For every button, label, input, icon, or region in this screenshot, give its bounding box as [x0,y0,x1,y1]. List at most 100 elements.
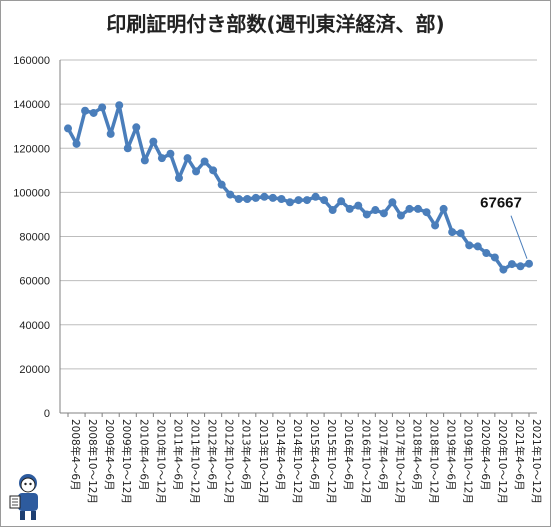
data-point [473,242,482,251]
data-point [448,228,457,237]
x-tick-label: 2010年10〜12月 [154,419,167,504]
data-point [456,229,465,238]
y-tick-label: 120000 [13,143,50,155]
x-tick-label: 2009年4〜6月 [103,419,116,491]
data-point [277,194,286,203]
x-tick-label: 2011年10〜12月 [189,419,202,504]
x-tick-label: 2013年10〜12月 [257,419,270,504]
annotation: 67667 [480,195,528,259]
data-point [98,103,107,112]
data-point [217,180,226,189]
x-tick-label: 2021年4〜6月 [513,419,526,491]
y-axis-ticks: 0 20000 40000 60000 80000 100000 120000 140000 1… [13,55,50,420]
data-point [132,123,141,132]
x-tick-label: 2015年4〜6月 [308,419,321,491]
data-point [422,208,431,217]
data-point [439,204,448,213]
data-point [431,221,440,230]
x-tick-label: 2016年4〜6月 [342,419,355,491]
annotation-label: 67667 [480,195,522,212]
data-point [243,194,252,203]
y-tick-label: 20000 [19,364,50,376]
data-point [174,174,183,183]
data-point [251,193,260,202]
data-point [106,129,115,138]
x-tick-label: 2012年10〜12月 [223,419,236,504]
x-tick-label: 2017年4〜6月 [376,419,389,491]
x-tick-label: 2016年10〜12月 [359,419,372,504]
data-point [192,167,201,176]
x-tick-label: 2011年4〜6月 [171,419,184,491]
x-tick-label: 2015年10〜12月 [325,419,338,504]
y-tick-label: 40000 [19,320,50,332]
data-point [226,190,235,199]
y-tick-label: 60000 [19,276,50,288]
x-tick-label: 2020年10〜12月 [496,419,509,504]
data-point [166,149,175,158]
data-point [294,196,303,205]
x-tick-label: 2014年10〜12月 [291,419,304,504]
data-point [149,137,158,146]
data-point [396,211,405,220]
x-tick-label: 2009年10〜12月 [120,419,133,504]
x-tick-label: 2017年10〜12月 [393,419,406,504]
data-point [140,156,149,165]
data-point [337,197,346,206]
data-point [371,206,380,215]
data-point [81,106,90,115]
annotation-leader [510,215,528,259]
data-point [64,124,72,133]
x-tick-label: 2008年4〜6月 [69,419,82,491]
chart-title: 印刷証明付き部数(週刊東洋経済、部) [106,12,445,36]
x-tick-label: 2010年4〜6月 [137,419,150,491]
x-tick-label: 2018年4〜6月 [410,419,423,491]
data-point [311,192,320,201]
data-point [507,260,516,269]
y-tick-label: 160000 [13,55,50,67]
data-point [490,253,499,262]
data-point [234,194,243,203]
data-point [345,204,354,213]
data-points [64,101,533,274]
data-point [328,206,337,215]
data-point [72,139,81,148]
x-tick-label: 2021年10〜12月 [530,419,543,504]
data-point [268,193,277,202]
y-tick-label: 0 [44,408,50,420]
data-point [482,249,491,258]
data-point [209,166,218,175]
data-point [303,196,312,205]
data-point [115,101,124,110]
data-point [200,157,209,166]
data-point [157,154,166,163]
x-tick-label: 2008年10〜12月 [86,419,99,504]
y-tick-label: 80000 [19,232,50,244]
x-tick-label: 2013年4〜6月 [240,419,253,491]
data-point [405,204,414,213]
data-point [465,241,474,250]
data-point [499,265,508,274]
y-tick-label: 140000 [13,99,50,111]
data-point [260,192,269,201]
data-point [362,210,371,219]
y-tick-label: 100000 [13,187,50,199]
data-point [525,259,533,268]
mascot-logo [9,474,38,520]
data-point [285,198,294,207]
x-tick-label: 2019年4〜6月 [445,419,458,491]
gridlines [59,59,537,414]
data-point [183,154,192,163]
x-axis-ticks: 2008年4〜6月 2008年10〜12月 2009年4〜6月 2009年10〜12月… [67,413,543,504]
x-tick-label: 2014年4〜6月 [274,419,287,491]
x-tick-label: 2020年4〜6月 [479,419,492,491]
data-point [379,209,388,218]
data-point [414,204,423,213]
data-point [516,262,525,271]
data-point [320,196,329,205]
x-tick-label: 2018年10〜12月 [428,419,441,504]
data-point [123,144,132,153]
data-point [354,201,363,210]
x-tick-label: 2019年10〜12月 [462,419,475,504]
